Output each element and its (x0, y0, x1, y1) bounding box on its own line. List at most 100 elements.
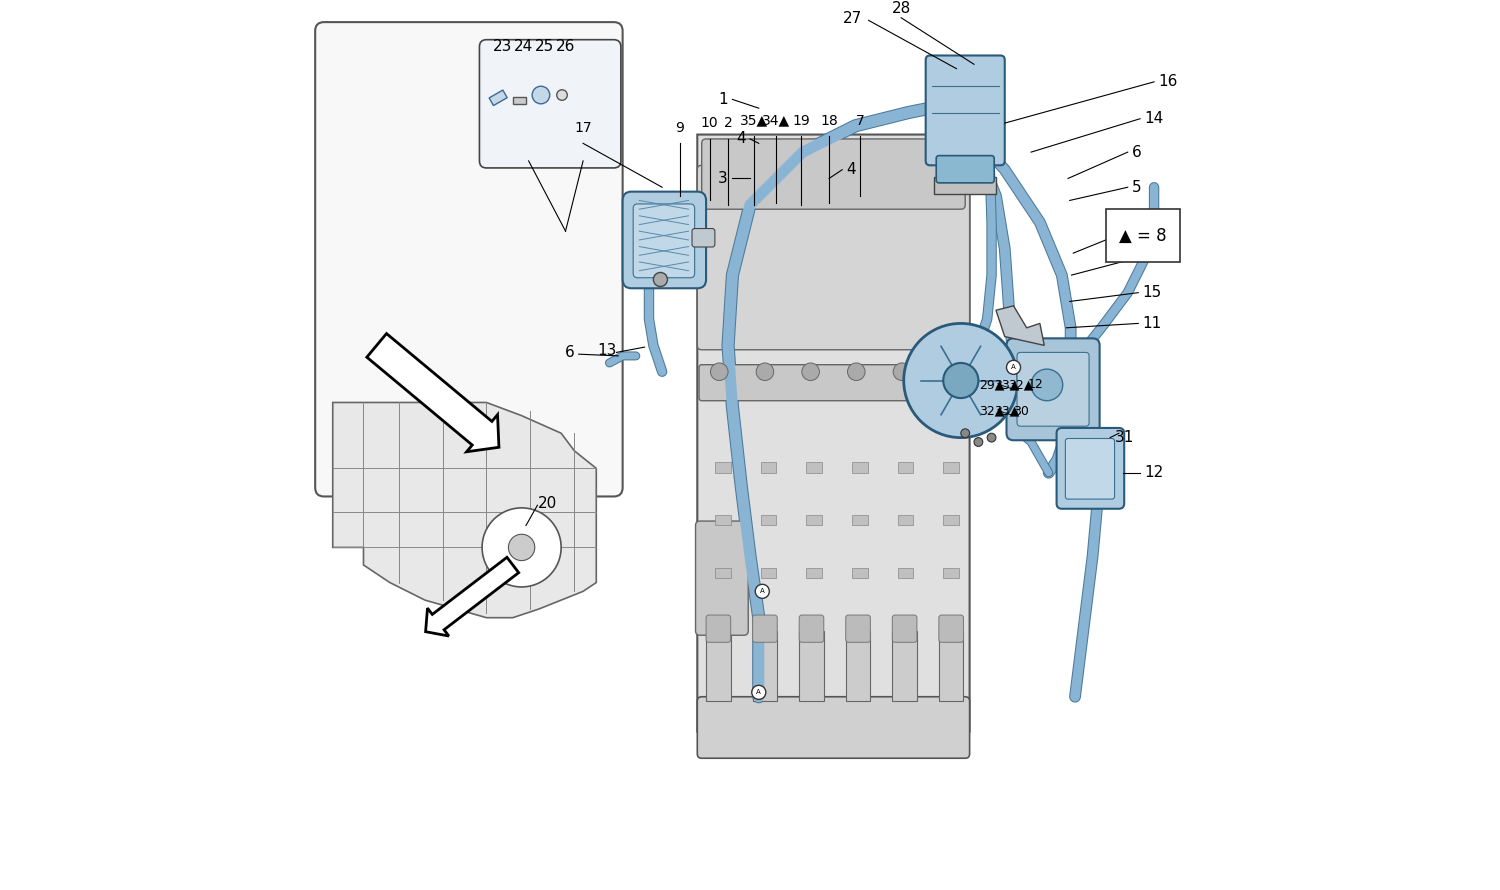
FancyBboxPatch shape (480, 40, 621, 168)
Bar (897, 515, 914, 525)
FancyBboxPatch shape (698, 697, 969, 758)
Bar (806, 515, 822, 525)
Circle shape (482, 508, 561, 587)
Bar (846, 631, 870, 701)
Text: 32▲: 32▲ (1008, 378, 1034, 392)
Bar (852, 568, 867, 579)
Bar (806, 462, 822, 473)
Bar (753, 631, 777, 701)
Bar (706, 631, 730, 701)
Text: 30: 30 (1013, 405, 1029, 417)
Text: 17: 17 (574, 120, 592, 134)
Text: 32▲: 32▲ (980, 405, 1005, 417)
Bar (944, 515, 958, 525)
FancyBboxPatch shape (698, 166, 969, 350)
Text: 12: 12 (1144, 465, 1164, 481)
Text: 4: 4 (736, 132, 746, 147)
Bar (716, 515, 730, 525)
Circle shape (944, 363, 978, 398)
Circle shape (756, 585, 770, 598)
Circle shape (1030, 369, 1062, 400)
Bar (760, 515, 777, 525)
FancyBboxPatch shape (699, 365, 968, 400)
Bar (852, 515, 867, 525)
Text: 27: 27 (843, 11, 862, 26)
FancyBboxPatch shape (892, 615, 916, 643)
Circle shape (1007, 360, 1020, 375)
FancyBboxPatch shape (622, 191, 706, 288)
Text: 1: 1 (718, 92, 728, 107)
Circle shape (903, 323, 1019, 438)
FancyBboxPatch shape (1007, 338, 1100, 441)
Text: 20: 20 (538, 496, 558, 511)
FancyBboxPatch shape (1106, 209, 1180, 262)
Bar (489, 90, 507, 106)
Circle shape (756, 363, 774, 381)
Text: 24: 24 (513, 39, 532, 54)
FancyBboxPatch shape (706, 615, 730, 643)
FancyBboxPatch shape (692, 229, 715, 247)
Bar (716, 568, 730, 579)
Text: 4: 4 (846, 162, 856, 177)
Text: 31: 31 (1114, 430, 1134, 445)
FancyBboxPatch shape (1017, 352, 1089, 426)
Text: ▲ = 8: ▲ = 8 (1119, 227, 1167, 245)
Circle shape (752, 685, 766, 700)
Circle shape (939, 363, 957, 381)
Bar (852, 462, 867, 473)
Text: 6: 6 (564, 345, 574, 360)
Circle shape (847, 363, 865, 381)
FancyBboxPatch shape (702, 139, 964, 209)
Text: 3: 3 (718, 171, 728, 186)
FancyBboxPatch shape (1065, 439, 1114, 499)
Text: A: A (756, 690, 760, 695)
Text: 9: 9 (675, 120, 684, 134)
Text: 16: 16 (1158, 75, 1178, 89)
Circle shape (654, 272, 668, 287)
Text: 15: 15 (1143, 285, 1162, 300)
Text: 11: 11 (1143, 316, 1162, 331)
Polygon shape (698, 134, 969, 754)
Circle shape (974, 438, 982, 447)
Bar (892, 631, 916, 701)
FancyBboxPatch shape (936, 156, 994, 182)
FancyBboxPatch shape (633, 204, 694, 278)
Text: 29▲: 29▲ (980, 378, 1005, 392)
Text: 10: 10 (700, 117, 718, 130)
Text: 21: 21 (1143, 250, 1162, 265)
FancyBboxPatch shape (315, 22, 622, 497)
Circle shape (509, 534, 536, 561)
Text: 14: 14 (1144, 111, 1164, 126)
Circle shape (711, 363, 728, 381)
Text: 34▲: 34▲ (762, 114, 790, 127)
FancyBboxPatch shape (696, 521, 748, 635)
Text: 5: 5 (1132, 180, 1142, 195)
FancyBboxPatch shape (846, 615, 870, 643)
Bar (897, 568, 914, 579)
Text: 35▲: 35▲ (741, 114, 768, 127)
Text: A: A (760, 588, 765, 595)
Text: 7: 7 (855, 114, 864, 127)
Text: 12: 12 (1028, 378, 1044, 392)
Text: 18: 18 (821, 114, 839, 127)
Circle shape (802, 363, 819, 381)
Text: 28: 28 (891, 1, 910, 16)
Circle shape (892, 363, 910, 381)
Text: 26: 26 (556, 39, 574, 54)
Bar (939, 631, 963, 701)
Text: 22: 22 (1143, 219, 1162, 234)
Text: A: A (1011, 364, 1016, 370)
Circle shape (962, 429, 969, 438)
Text: 19: 19 (792, 114, 810, 127)
Bar (897, 462, 914, 473)
Bar (944, 462, 958, 473)
FancyBboxPatch shape (1056, 428, 1124, 509)
Polygon shape (333, 402, 597, 618)
Text: 33▲: 33▲ (994, 405, 1018, 417)
FancyArrow shape (426, 557, 519, 636)
Bar (760, 568, 777, 579)
Circle shape (987, 433, 996, 442)
Text: 23: 23 (492, 39, 512, 54)
Polygon shape (996, 306, 1044, 345)
Circle shape (532, 86, 549, 104)
